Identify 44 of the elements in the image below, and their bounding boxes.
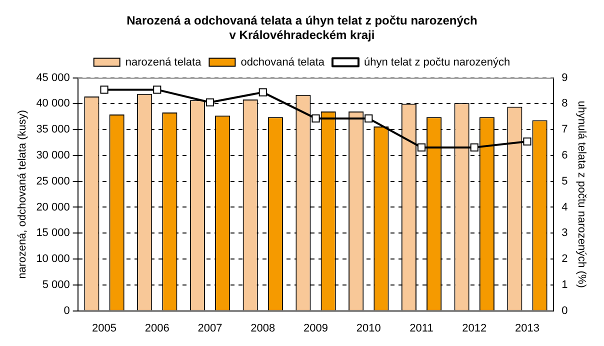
y-tick-label: 45 000: [36, 72, 70, 84]
x-tick-label: 2009: [304, 322, 328, 334]
y2-tick-label: 0: [562, 304, 568, 317]
legend-label: úhyn telat z počtu narozených: [364, 56, 510, 68]
y2-tick-label: 6: [562, 150, 568, 162]
x-tick-label: 2007: [198, 322, 222, 334]
point: [206, 98, 214, 106]
y2-tick-label: 4: [562, 201, 568, 214]
y-tick-label: 10 000: [36, 253, 70, 266]
point: [312, 114, 320, 122]
legend-label: odchovaná telata: [240, 56, 326, 68]
y2-tick-label: 7: [562, 124, 568, 136]
x-tick-label: 2013: [515, 322, 540, 334]
y-tick-label: 5 000: [42, 278, 70, 291]
y-tick-label: 35 000: [36, 124, 70, 136]
point: [258, 88, 267, 96]
x-tick-label: 2010: [356, 322, 381, 334]
point: [523, 137, 532, 146]
x-tick-label: 2005: [92, 322, 117, 334]
x-tick-label: 2012: [462, 322, 487, 334]
y2-tick-label: 1: [562, 278, 568, 291]
y2-tick-label: 5: [562, 175, 568, 188]
legend-label: narozená telata: [125, 56, 202, 68]
y2-tick-label: 9: [562, 72, 568, 84]
x-tick-label: 2008: [250, 322, 276, 334]
y2-axis-title: uhynulá telata z počtu narozených (%): [575, 100, 588, 288]
y-tick-label: 25 000: [36, 175, 70, 188]
x-tick-label: 2006: [144, 322, 170, 334]
y-tick-label: 15 000: [36, 227, 70, 240]
y-tick-label: 20 000: [36, 201, 70, 214]
chart-title: Narozená a odchovaná telata a úhyn telat z počtu narozených v Královéhradeckém kraji: [126, 14, 478, 42]
y2-tick-label: 8: [562, 98, 568, 110]
y-tick-label: 0: [64, 304, 70, 317]
y-axis-title: narozená, odchovaná telata (kusy): [16, 110, 29, 279]
point: [364, 114, 373, 122]
point: [100, 86, 108, 94]
y-tick-label: 30 000: [36, 150, 70, 162]
point: [417, 143, 426, 152]
y2-tick-label: 2: [562, 253, 568, 266]
point: [470, 143, 478, 152]
y-tick-label: 40 000: [36, 98, 70, 110]
point: [153, 86, 162, 94]
x-tick-label: 2011: [410, 322, 434, 334]
y2-tick-label: 3: [562, 227, 568, 240]
